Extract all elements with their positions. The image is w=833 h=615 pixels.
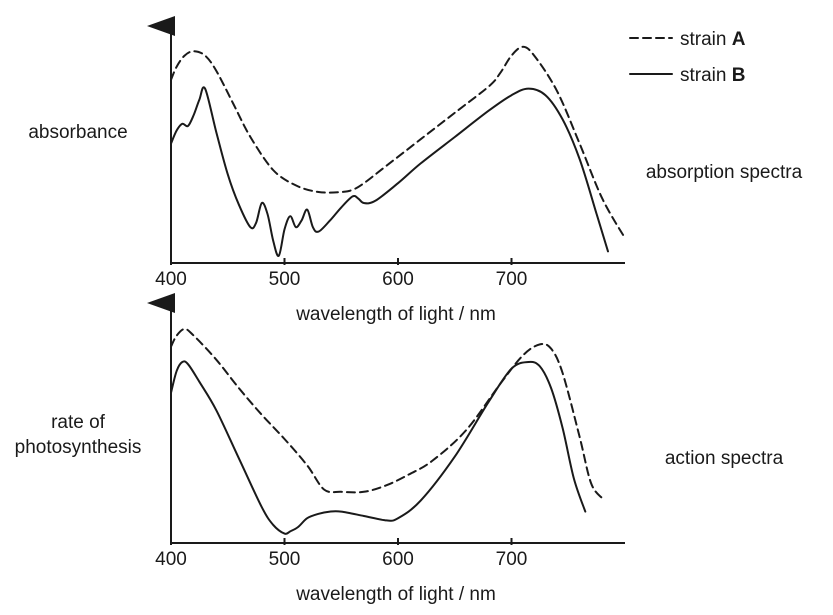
action-tick-label-600: 600: [382, 549, 414, 570]
action-curves: [170, 328, 604, 535]
action-series-strain-a: [170, 328, 604, 500]
legend-label-strain-a: strain A: [680, 29, 746, 50]
action-tick-label-400: 400: [155, 549, 187, 570]
absorption-chart: 400 500 600 700 absorbance wavelength of li…: [28, 16, 803, 325]
absorption-tick-label-400: 400: [155, 269, 187, 290]
absorption-series-strain-b: [170, 86, 609, 257]
absorption-x-label: wavelength of light / nm: [295, 304, 496, 325]
absorption-series-strain-a: [170, 45, 626, 240]
action-tick-label-500: 500: [269, 549, 301, 570]
action-tick-label-700: 700: [496, 549, 528, 570]
action-series-strain-b: [170, 360, 587, 535]
absorption-side-label: absorption spectra: [646, 162, 803, 183]
absorption-curves: [170, 45, 626, 257]
action-x-ticks: 400 500 600 700: [155, 538, 527, 570]
action-side-label: action spectra: [665, 448, 784, 469]
absorption-tick-label-500: 500: [269, 269, 301, 290]
action-x-label: wavelength of light / nm: [295, 584, 496, 605]
absorption-tick-label-700: 700: [496, 269, 528, 290]
absorption-y-label: absorbance: [28, 122, 127, 143]
legend: strain A strain B: [629, 29, 746, 86]
action-chart: 400 500 600 700 rate of photosynthesis wave…: [15, 293, 784, 605]
action-y-label-line-1: rate of: [51, 412, 106, 433]
absorption-tick-label-600: 600: [382, 269, 414, 290]
absorption-x-ticks: 400 500 600 700: [155, 258, 527, 290]
action-y-label-line-2: photosynthesis: [15, 437, 142, 458]
legend-label-strain-b: strain B: [680, 65, 745, 86]
